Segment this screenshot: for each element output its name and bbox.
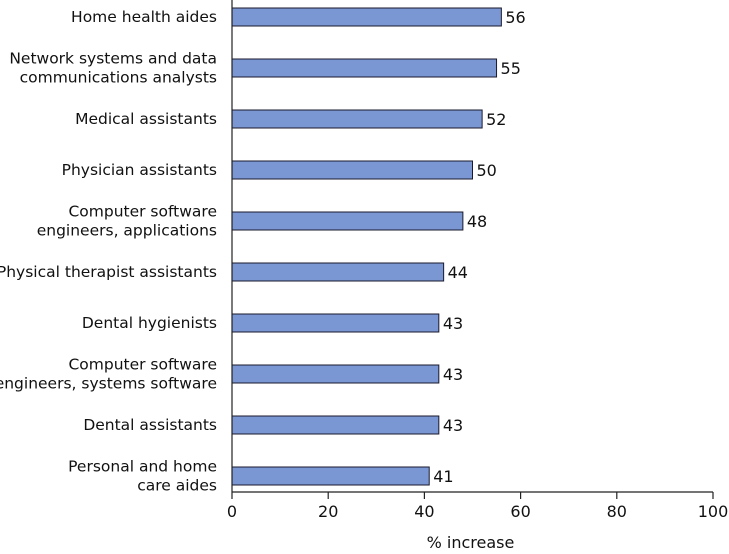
bar <box>231 364 440 384</box>
category-label: Home health aides <box>71 8 217 26</box>
bar <box>231 7 502 27</box>
category-label: Computer software engineers, applications <box>37 203 217 240</box>
category-label: Physician assistants <box>62 161 217 179</box>
value-label: 43 <box>443 416 463 435</box>
bar <box>231 211 464 231</box>
x-tick-label: 100 <box>698 502 729 521</box>
value-label: 50 <box>477 161 497 180</box>
x-axis: 0 20 40 60 80 100 <box>227 0 728 521</box>
value-label: 52 <box>486 110 506 129</box>
x-tick-label: 20 <box>318 502 338 521</box>
x-tick-label: 60 <box>510 502 530 521</box>
x-tick-label: 40 <box>414 502 434 521</box>
bar <box>231 262 445 282</box>
bar <box>231 466 430 486</box>
category-label: Physical therapist assistants <box>0 263 217 281</box>
x-tick-label: 0 <box>227 502 237 521</box>
x-tick-label: 80 <box>607 502 627 521</box>
value-label: 43 <box>443 365 463 384</box>
x-axis-title: % increase <box>427 533 515 552</box>
value-label: 44 <box>448 263 468 282</box>
value-label: 41 <box>433 467 453 486</box>
value-label: 56 <box>505 8 525 27</box>
value-label: 55 <box>501 59 521 78</box>
category-label: Network systems and data communications a… <box>9 50 217 87</box>
bar <box>231 415 440 435</box>
bar <box>231 160 473 180</box>
value-label: 48 <box>467 212 487 231</box>
value-labels: 56 55 52 50 48 44 43 43 43 41 <box>433 8 526 486</box>
category-label: Personal and home care aides <box>68 458 217 495</box>
bar <box>231 313 440 333</box>
category-label: Medical assistants <box>75 110 217 128</box>
bar <box>231 109 483 129</box>
category-label: Dental hygienists <box>82 314 217 332</box>
category-label: Computer software engineers, systems soft… <box>0 356 217 393</box>
category-label: Dental assistants <box>83 416 217 434</box>
bar <box>231 58 498 78</box>
category-labels: Home health aides Network systems and dat… <box>0 8 217 495</box>
bars-layer <box>231 7 502 486</box>
value-label: 43 <box>443 314 463 333</box>
